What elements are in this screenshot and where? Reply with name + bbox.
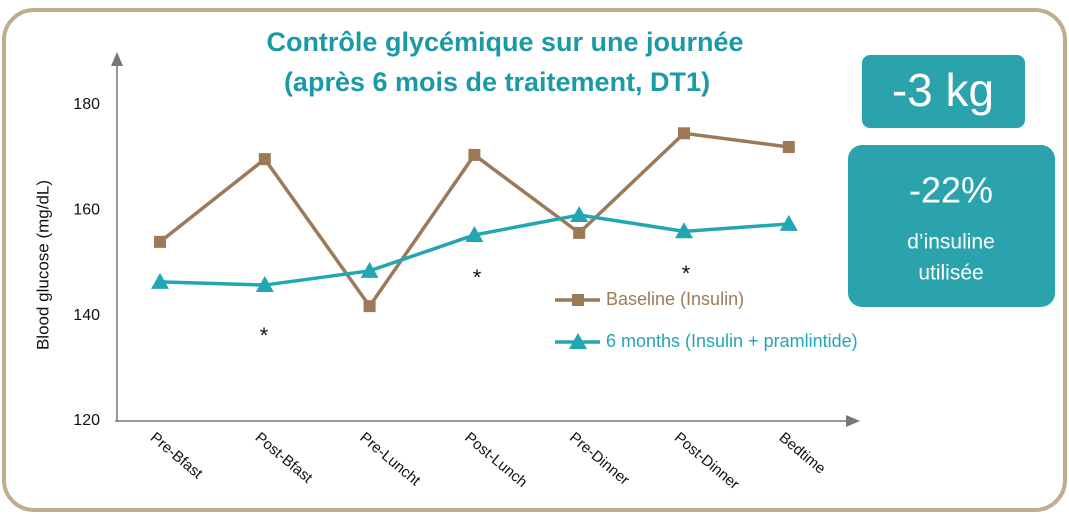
frame [2, 8, 1067, 512]
y-axis-label: Blood glucose (mg/dL) [33, 180, 52, 350]
legend-label: Baseline (Insulin) [606, 289, 744, 309]
point [570, 205, 589, 222]
point [154, 235, 166, 248]
callout-text: d’insuline [907, 231, 995, 254]
callout-title: -22% [909, 170, 993, 211]
point [573, 226, 586, 239]
axis-arrow [846, 415, 860, 427]
legend-marker [569, 333, 587, 349]
callout-text: -3 kg [892, 64, 994, 116]
legend-label: 6 months (Insulin + pramlintide) [606, 331, 858, 351]
callout-box [848, 145, 1055, 307]
y-tick-label: 120 [73, 412, 100, 429]
callout-text: utilisée [918, 262, 983, 285]
chart-title: Contrôle glycémique sur une journée [266, 27, 743, 57]
point [255, 276, 274, 293]
y-tick-label: 160 [73, 201, 100, 218]
significance-mark: * [260, 323, 269, 348]
axis-arrow [111, 52, 123, 66]
legend-marker [572, 294, 584, 306]
point [782, 141, 795, 154]
point [779, 214, 798, 231]
point [360, 261, 379, 278]
significance-mark: * [682, 261, 691, 286]
point [465, 226, 484, 243]
point [363, 300, 376, 313]
point [675, 222, 693, 239]
point [258, 153, 271, 166]
callout-box [862, 55, 1025, 128]
point [678, 127, 690, 140]
point [151, 272, 169, 289]
chart-title: (après 6 mois de traitement, DT1) [284, 67, 710, 97]
point [468, 148, 481, 161]
y-tick-label: 180 [73, 96, 100, 113]
y-tick-label: 140 [73, 307, 100, 324]
significance-mark: * [473, 265, 482, 290]
